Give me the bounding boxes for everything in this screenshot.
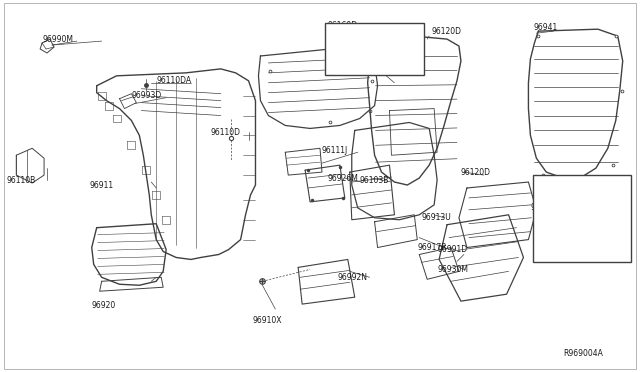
Text: 96926M: 96926M xyxy=(328,174,359,183)
Text: 96990M: 96990M xyxy=(42,35,73,44)
Text: 96941: 96941 xyxy=(533,23,557,32)
Text: 96920: 96920 xyxy=(92,301,116,310)
Text: 96103B: 96103B xyxy=(360,176,389,185)
Text: 96912X: 96912X xyxy=(380,58,409,67)
Text: 96120D: 96120D xyxy=(461,168,491,177)
Text: 96110B: 96110B xyxy=(6,176,36,185)
Text: R969004A: R969004A xyxy=(563,349,603,358)
Text: 96992N: 96992N xyxy=(338,273,368,282)
Text: 96991D: 96991D xyxy=(437,245,467,254)
Text: 96930MA: 96930MA xyxy=(531,203,566,212)
Text: 96930M: 96930M xyxy=(437,265,468,274)
Text: 96111J: 96111J xyxy=(322,146,348,155)
Text: 96910X: 96910X xyxy=(253,317,282,326)
Text: 96160D: 96160D xyxy=(328,21,358,30)
Text: 96110DA: 96110DA xyxy=(156,76,191,85)
Bar xyxy=(325,23,424,75)
Text: W/HEATED SEATS: W/HEATED SEATS xyxy=(552,177,612,183)
Text: 96993D: 96993D xyxy=(131,91,162,100)
Text: 96571: 96571 xyxy=(571,251,593,257)
Bar xyxy=(533,175,630,262)
Text: 96110D: 96110D xyxy=(211,128,241,137)
Text: 96917R: 96917R xyxy=(417,243,447,252)
Text: 96913U: 96913U xyxy=(421,213,451,222)
Text: 96911: 96911 xyxy=(90,182,114,190)
Text: 96120D: 96120D xyxy=(431,27,461,36)
